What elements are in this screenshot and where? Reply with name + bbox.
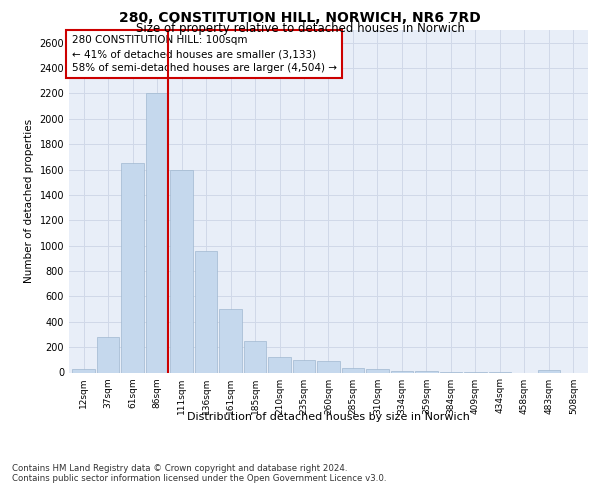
Text: 280, CONSTITUTION HILL, NORWICH, NR6 7RD: 280, CONSTITUTION HILL, NORWICH, NR6 7RD: [119, 11, 481, 25]
Bar: [268, 358, 291, 372]
Y-axis label: Number of detached properties: Number of detached properties: [24, 119, 34, 284]
Bar: [366, 370, 389, 372]
Text: Size of property relative to detached houses in Norwich: Size of property relative to detached ho…: [136, 22, 464, 35]
Bar: [121, 163, 144, 372]
Bar: [220, 309, 242, 372]
Text: Distribution of detached houses by size in Norwich: Distribution of detached houses by size …: [187, 412, 470, 422]
Bar: [97, 337, 119, 372]
Text: Contains public sector information licensed under the Open Government Licence v3: Contains public sector information licen…: [12, 474, 386, 483]
Bar: [244, 342, 266, 372]
Bar: [391, 370, 413, 372]
Bar: [146, 94, 169, 372]
Text: 280 CONSTITUTION HILL: 100sqm
← 41% of detached houses are smaller (3,133)
58% o: 280 CONSTITUTION HILL: 100sqm ← 41% of d…: [71, 35, 337, 73]
Bar: [195, 250, 217, 372]
Bar: [170, 170, 193, 372]
Bar: [317, 361, 340, 372]
Bar: [538, 370, 560, 372]
Text: Contains HM Land Registry data © Crown copyright and database right 2024.: Contains HM Land Registry data © Crown c…: [12, 464, 347, 473]
Bar: [415, 371, 437, 372]
Bar: [293, 360, 315, 372]
Bar: [342, 368, 364, 372]
Bar: [73, 370, 95, 372]
